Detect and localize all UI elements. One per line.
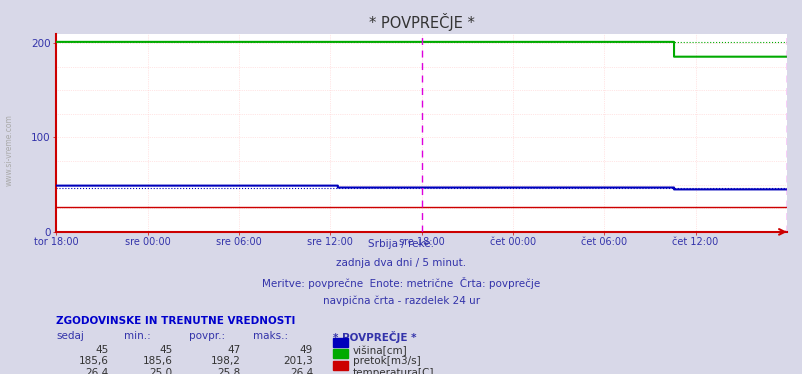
- Text: min.:: min.:: [124, 331, 151, 341]
- Text: Srbija / reke.: Srbija / reke.: [368, 239, 434, 249]
- Text: pretok[m3/s]: pretok[m3/s]: [352, 356, 419, 367]
- Text: Meritve: povprečne  Enote: metrične  Črta: povprečje: Meritve: povprečne Enote: metrične Črta:…: [262, 277, 540, 289]
- Text: 201,3: 201,3: [283, 356, 313, 367]
- Text: * POVPREČJE *: * POVPREČJE *: [333, 331, 416, 343]
- Text: povpr.:: povpr.:: [188, 331, 225, 341]
- Text: 45: 45: [95, 345, 108, 355]
- Text: 49: 49: [299, 345, 313, 355]
- Text: 25,8: 25,8: [217, 368, 241, 374]
- Text: zadnja dva dni / 5 minut.: zadnja dva dni / 5 minut.: [336, 258, 466, 268]
- Text: temperatura[C]: temperatura[C]: [352, 368, 433, 374]
- Text: www.si-vreme.com: www.si-vreme.com: [5, 114, 14, 186]
- Text: 25,0: 25,0: [149, 368, 172, 374]
- Text: višina[cm]: višina[cm]: [352, 345, 407, 356]
- Text: 198,2: 198,2: [211, 356, 241, 367]
- Text: navpična črta - razdelek 24 ur: navpična črta - razdelek 24 ur: [322, 295, 480, 306]
- Text: 47: 47: [227, 345, 241, 355]
- Text: sedaj: sedaj: [56, 331, 84, 341]
- Text: ZGODOVINSKE IN TRENUTNE VREDNOSTI: ZGODOVINSKE IN TRENUTNE VREDNOSTI: [56, 316, 295, 326]
- Text: 26,4: 26,4: [290, 368, 313, 374]
- Text: 185,6: 185,6: [143, 356, 172, 367]
- Text: maks.:: maks.:: [253, 331, 288, 341]
- Text: 45: 45: [159, 345, 172, 355]
- Text: 185,6: 185,6: [79, 356, 108, 367]
- Title: * POVPREČJE *: * POVPREČJE *: [368, 13, 474, 31]
- Text: 26,4: 26,4: [85, 368, 108, 374]
